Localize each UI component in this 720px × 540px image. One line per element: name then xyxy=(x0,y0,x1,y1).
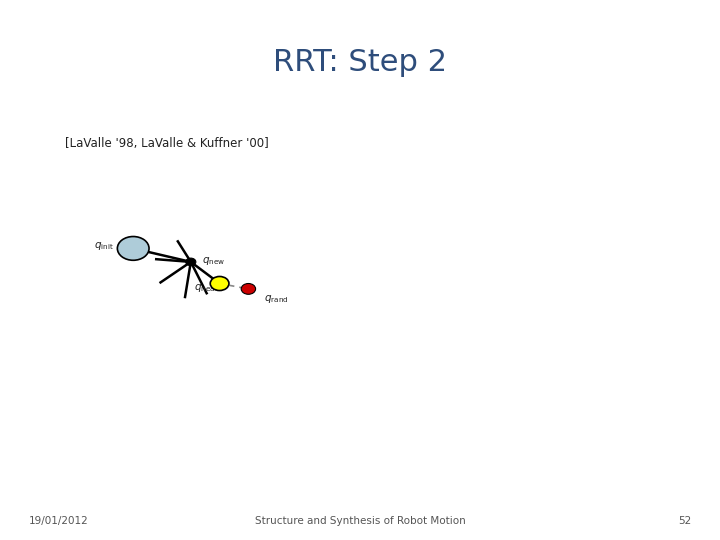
Circle shape xyxy=(117,237,149,260)
Text: $q_\mathsf{new}$: $q_\mathsf{new}$ xyxy=(202,255,225,267)
Circle shape xyxy=(210,276,229,291)
Text: 52: 52 xyxy=(678,516,691,526)
Text: 19/01/2012: 19/01/2012 xyxy=(29,516,89,526)
Circle shape xyxy=(241,284,256,294)
Text: Structure and Synthesis of Robot Motion: Structure and Synthesis of Robot Motion xyxy=(255,516,465,526)
Text: $q_\mathsf{init}$: $q_\mathsf{init}$ xyxy=(94,240,114,252)
Text: RRT: Step 2: RRT: Step 2 xyxy=(273,48,447,77)
Circle shape xyxy=(186,258,196,266)
Text: [LaValle '98, LaValle & Kuffner '00]: [LaValle '98, LaValle & Kuffner '00] xyxy=(65,137,269,150)
Text: $q_\mathsf{rand}$: $q_\mathsf{rand}$ xyxy=(264,293,289,305)
Text: $q_\mathsf{near}$: $q_\mathsf{near}$ xyxy=(194,282,220,294)
